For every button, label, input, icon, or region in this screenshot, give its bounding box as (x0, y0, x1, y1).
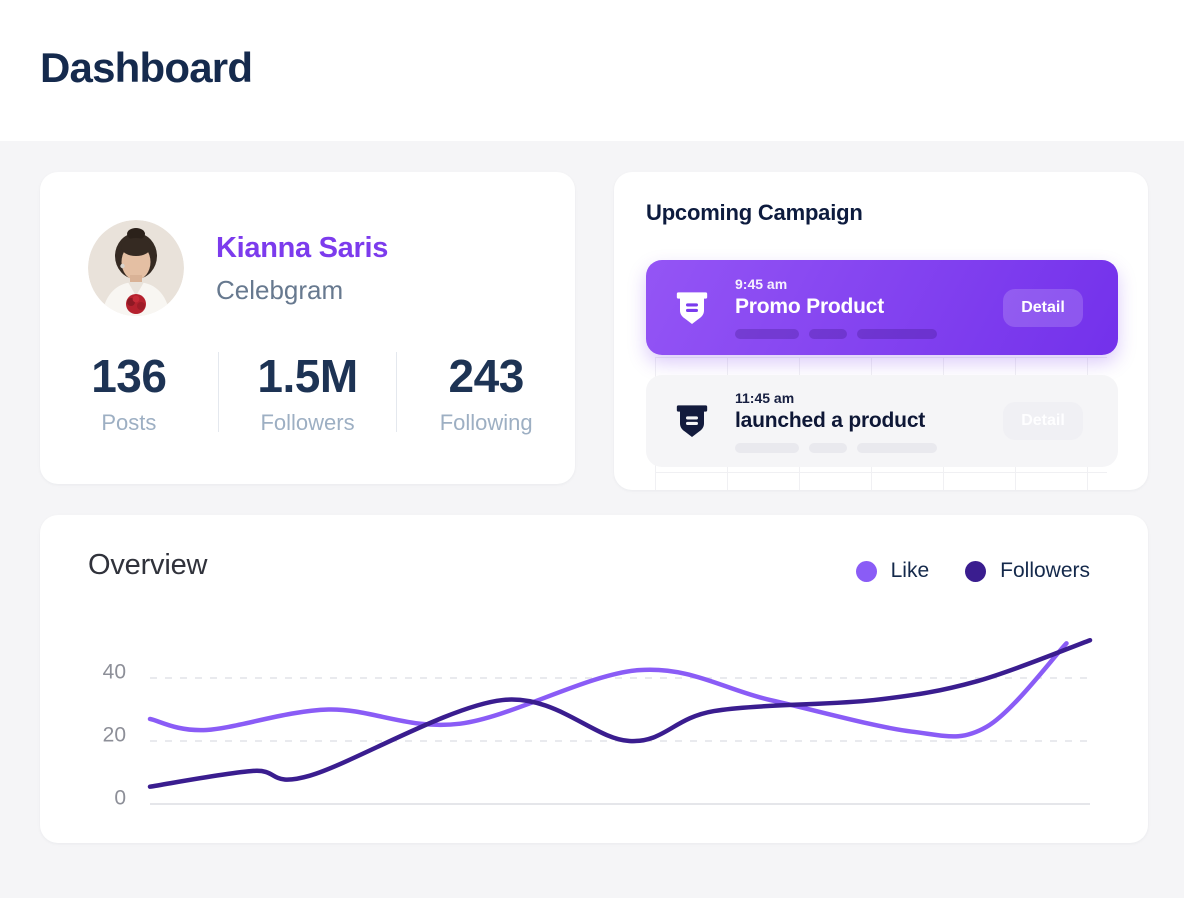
campaign-item-text: 9:45 am Promo Product (735, 276, 1003, 339)
campaign-item-promo-product[interactable]: 9:45 am Promo Product Detail (646, 260, 1118, 355)
stat-followers: 1.5M Followers (219, 352, 397, 436)
legend-item-like[interactable]: Like (855, 559, 930, 583)
skeleton-bar (809, 442, 847, 453)
legend-label-followers: Followers (1000, 559, 1090, 582)
campaign-time: 9:45 am (735, 276, 788, 292)
legend-item-followers[interactable]: Followers (965, 559, 1090, 583)
stat-divider (396, 352, 398, 432)
campaign-title: Upcoming Campaign (646, 200, 863, 225)
page-title: Dashboard (40, 44, 253, 91)
campaign-name: Promo Product (735, 295, 885, 318)
skeleton-bar (809, 329, 847, 339)
stat-posts-value: 136 (91, 350, 167, 402)
page-header: Dashboard (0, 0, 1184, 141)
profile-name[interactable]: Kianna Saris (216, 232, 389, 264)
legend-label-like: Like (890, 559, 930, 582)
campaign-name: launched a product (735, 408, 926, 432)
svg-text:40: 40 (103, 661, 126, 684)
profile-identity: Kianna Saris Celebgram (216, 220, 388, 306)
profile-top: Kianna Saris Celebgram (88, 220, 388, 316)
overview-title: Overview (88, 549, 208, 581)
profile-stats: 136 Posts 1.5M Followers 243 Following (40, 352, 575, 436)
campaign-badge-icon (676, 405, 708, 437)
campaign-badge-icon (676, 291, 708, 324)
stat-posts: 136 Posts (40, 352, 218, 436)
skeleton-bar (857, 329, 937, 339)
detail-button[interactable]: Detail (1003, 288, 1083, 327)
skeleton-bars (735, 442, 1003, 453)
stat-following-value: 243 (448, 350, 525, 402)
stat-following: 243 Following (397, 352, 575, 436)
chart-legend: Like Followers (855, 559, 1090, 583)
svg-text:0: 0 (114, 787, 126, 810)
legend-dot-followers (965, 560, 987, 582)
skeleton-bar (735, 329, 799, 339)
profile-handle: Celebgram (216, 275, 344, 305)
campaign-item-launched-product[interactable]: 11:45 am launched a product Detail (646, 375, 1118, 467)
skeleton-bars (735, 329, 1003, 339)
detail-button[interactable]: Detail (1003, 402, 1083, 440)
overview-card: 0 20 40 Overview Like Followers (40, 515, 1148, 843)
stat-divider (217, 352, 219, 432)
stat-followers-label: Followers (260, 410, 355, 436)
stat-following-label: Following (439, 410, 533, 436)
campaign-card: Upcoming Campaign 9:45 am Promo Product … (614, 172, 1148, 490)
avatar[interactable] (88, 220, 184, 316)
skeleton-bar (857, 442, 937, 453)
campaign-item-text: 11:45 am launched a product (735, 390, 1003, 453)
avatar-illustration (88, 220, 184, 316)
campaign-time: 11:45 am (735, 389, 795, 406)
profile-card: Kianna Saris Celebgram 136 Posts 1.5M Fo… (40, 172, 575, 484)
stat-followers-value: 1.5M (257, 350, 358, 402)
svg-text:20: 20 (103, 724, 126, 747)
overview-line-chart: 0 20 40 (103, 637, 1093, 810)
skeleton-bar (735, 442, 799, 453)
legend-dot-like (855, 560, 877, 582)
stat-posts-label: Posts (101, 410, 157, 436)
